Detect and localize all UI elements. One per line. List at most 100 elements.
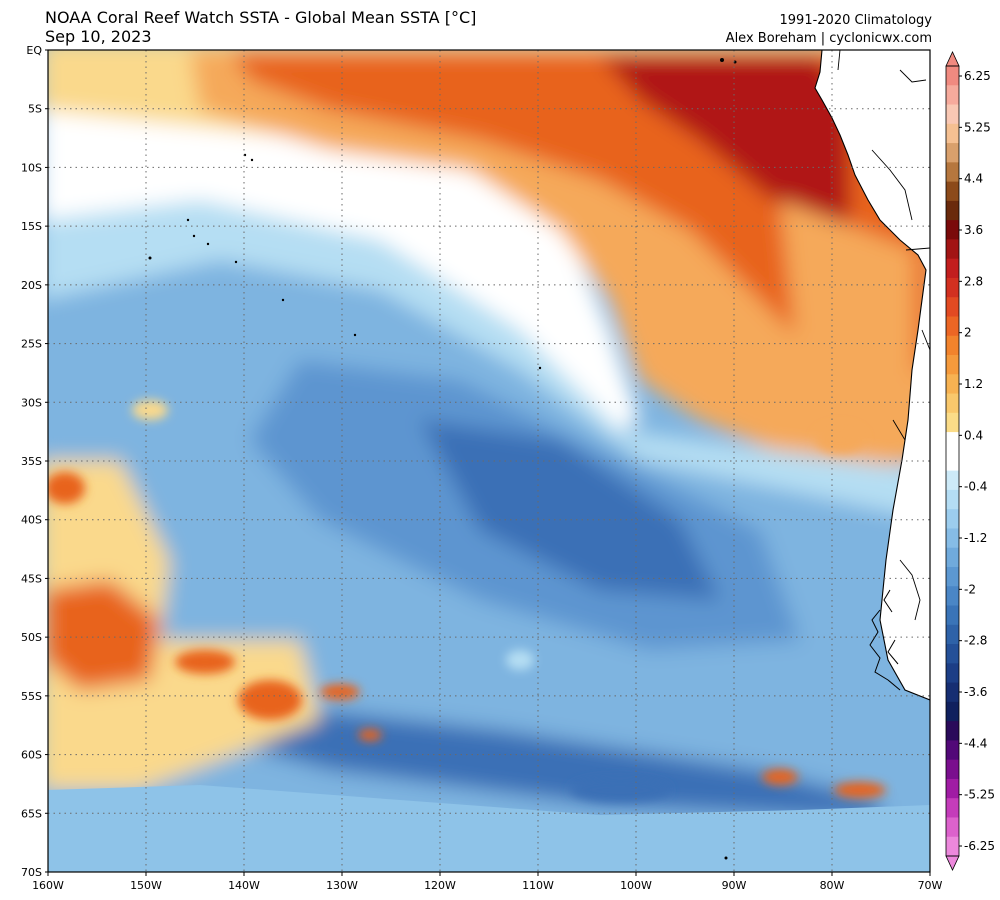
ssta-field [48,50,930,872]
latitude-tick-label: EQ [26,44,42,57]
anomaly-shading [48,50,930,872]
warm-patch [834,782,886,798]
colorbar-tick-label: -1.2 [964,531,987,545]
colorbar-segment [946,451,959,472]
colorbar-segment [946,85,959,106]
latitude-tick-label: 35S [21,455,42,468]
colorbar-tick-label: 6.25 [964,69,991,83]
colorbar-segment [946,586,959,607]
latitude-tick-label: 30S [21,396,42,409]
colorbar-max-extension [945,51,960,67]
colorbar-segment [946,297,959,317]
colorbar-tick-label: -6.25 [964,839,995,853]
latitude-tick-label: 50S [21,631,42,644]
colorbar-segment [946,200,959,221]
colorbar-segment [946,605,959,626]
colorbar-tick-label: 3.6 [964,223,983,237]
colorbar-tick-label: -4.4 [964,736,987,750]
colorbar-tick-label: -3.6 [964,685,987,699]
warm-patch [320,684,360,700]
latitude-tick-label: 10S [21,161,42,174]
colorbar-segment [946,566,959,587]
colorbar-segment [946,220,959,240]
colorbar-segment [946,644,959,664]
colorbar-segment [946,412,959,433]
longitude-tick-label: 110W [522,879,554,892]
latitude-tick-label: 65S [21,807,42,820]
latitude-tick-label: 40S [21,514,42,527]
longitude-tick-label: 90W [722,879,747,892]
cool-patch [506,650,534,670]
warm-patch [132,400,168,420]
colorbar-tick-label: -2.8 [964,634,987,648]
colorbar-segment [946,470,959,491]
colorbar-segment [946,817,959,838]
latitude-tick-label: 20S [21,279,42,292]
longitude-tick-label: 160W [32,879,64,892]
deep-cool-south-region [220,700,880,820]
colorbar-segment [946,393,959,414]
credit-block: 1991-2020 Climatology Alex Boreham | cyc… [726,12,932,48]
colorbar-segment [946,528,959,549]
warm-patch [175,650,235,674]
colorbar-min-extension [945,855,960,871]
chart-date: Sep 10, 2023 [45,27,152,46]
warm-patch [48,472,85,504]
colorbar-segment [946,663,959,684]
colorbar-tick-label: 0.4 [964,428,983,442]
latitude-tick-label: 45S [21,572,42,585]
latitude-tick-label: 70S [21,866,42,879]
chile-fjords [869,589,901,691]
colorbar-segment [946,123,959,144]
colorbar-tick-label: -0.4 [964,480,987,494]
colorbar-tick-label: 2.8 [964,274,983,288]
latitude-tick-label: 55S [21,690,42,703]
warm-patch [358,729,382,741]
colorbar-segment [946,239,959,260]
longitude-tick-label: 70W [918,879,943,892]
latitude-tick-label: 25S [21,338,42,351]
colorbar-segment [946,489,959,510]
coastline [814,50,930,701]
colorbar-segment [946,836,959,857]
colorbar-segment [946,759,959,780]
warm-patch [816,426,864,454]
colorbar-segment [946,335,959,356]
colorbar-segment [946,277,959,298]
title-block: NOAA Coral Reef Watch SSTA - Global Mean… [45,8,476,46]
colorbar-segment [946,355,959,375]
colorbar-segment [946,740,959,761]
latitude-tick-label: 60S [21,749,42,762]
cool-patch [570,778,670,802]
colorbar-segment [946,181,959,202]
latitude-tick-label: 5S [28,103,42,116]
colorbar-segment [946,104,959,125]
credit-label: Alex Boreham | cyclonicwx.com [725,31,932,46]
warm-patch [238,680,302,720]
longitude-tick-label: 130W [326,879,358,892]
colorbar-tick-label: 1.2 [964,377,983,391]
colorbar-segment [946,316,959,337]
graticule [48,50,930,872]
colorbar [945,51,960,871]
colorbar-tick-label: 5.25 [964,120,991,134]
colorbar-segment [946,258,959,279]
longitude-tick-label: 100W [620,879,652,892]
colorbar-segment [946,721,959,741]
warm-east-region [780,200,915,460]
colorbar-segment [946,509,959,529]
longitude-tick-label: 150W [130,879,162,892]
colorbar-segment [946,701,959,722]
colorbar-segment [946,432,959,452]
colorbar-frame [945,65,960,857]
colorbar-segment [946,162,959,183]
country-borders [837,50,930,621]
colorbar-tick-label: 4.4 [964,172,983,186]
climatology-label: 1991-2020 Climatology [779,13,932,28]
islands [148,58,737,860]
colorbar-segment [946,798,959,818]
latitude-axis: EQ 5S 10S 15S 20S 25S 30S 35S 40S 45S 50S 55S 60S 65S… [21,44,48,879]
neutral-region [48,110,640,440]
colorbar-segment [946,374,959,395]
